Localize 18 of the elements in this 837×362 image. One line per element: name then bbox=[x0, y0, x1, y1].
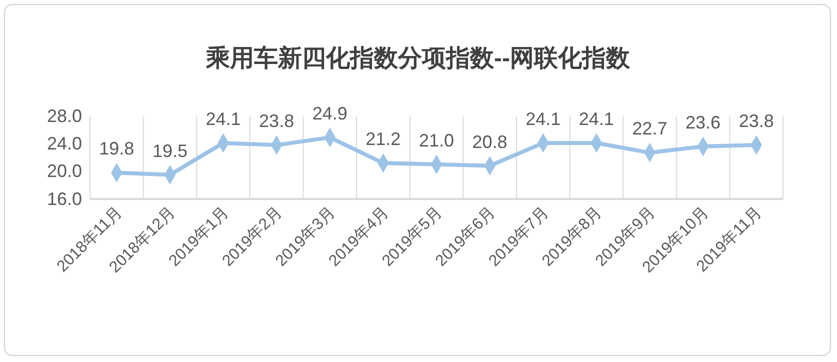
data-label: 24.1 bbox=[578, 108, 614, 129]
data-label: 22.7 bbox=[632, 118, 668, 139]
y-tick-label: 16.0 bbox=[46, 188, 82, 209]
y-tick-label: 20.0 bbox=[46, 161, 82, 182]
data-label: 23.8 bbox=[738, 111, 774, 132]
y-tick-label: 24.0 bbox=[46, 133, 82, 154]
data-label: 24.1 bbox=[526, 108, 561, 129]
data-label: 19.5 bbox=[152, 140, 188, 161]
data-label: 24.1 bbox=[206, 108, 241, 129]
data-label: 24.9 bbox=[312, 103, 348, 124]
data-label: 19.8 bbox=[99, 138, 134, 159]
data-label: 23.8 bbox=[259, 111, 294, 132]
data-label: 21.2 bbox=[366, 129, 401, 150]
data-label: 21.0 bbox=[418, 130, 454, 150]
chart-title: 乘用车新四化指数分项指数--网联化指数 bbox=[205, 45, 631, 72]
data-label: 20.8 bbox=[472, 132, 508, 152]
y-tick-label: 28.0 bbox=[46, 106, 82, 126]
data-label: 23.6 bbox=[686, 112, 721, 132]
